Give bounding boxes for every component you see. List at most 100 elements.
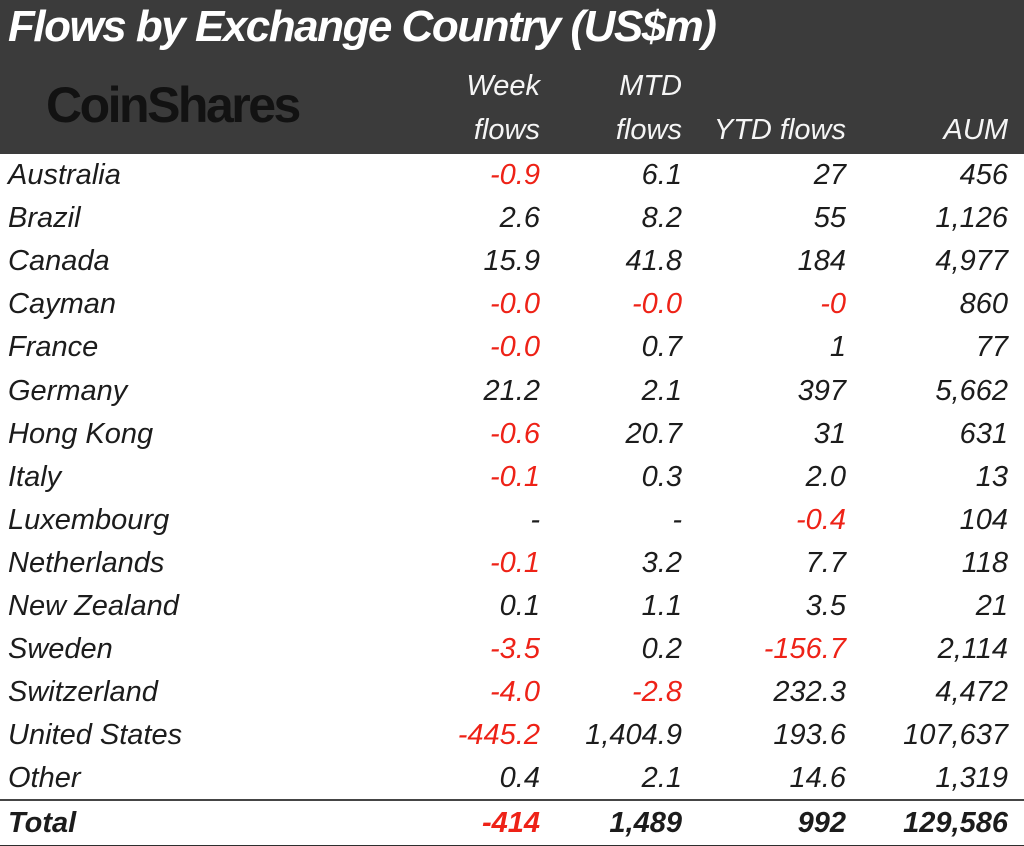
table-body: Australia -0.9 6.1 27 456 Brazil 2.6 8.2 55 1,126… xyxy=(0,154,1024,846)
value-cell: 15.9 xyxy=(483,245,540,278)
value-cell: 397 xyxy=(797,374,846,407)
column-header-aum: AUM xyxy=(943,113,1008,146)
value-cell: 77 xyxy=(975,331,1008,364)
value-cell: 129,586 xyxy=(846,799,1024,846)
value-cell: 0.1 xyxy=(499,589,540,622)
value-cell: 1.1 xyxy=(641,589,682,622)
country-cell: Canada xyxy=(8,245,110,278)
value-cell: -0.0 xyxy=(490,331,540,364)
value-cell: 4,472 xyxy=(935,676,1008,709)
table-row: Switzerland -4.0 -2.8 232.3 4,472 xyxy=(0,671,1024,714)
value-cell: 2.0 xyxy=(805,460,846,493)
page-title: Flows by Exchange Country (US$m) xyxy=(8,2,717,51)
table-row: United States -445.2 1,404.9 193.6 107,637 xyxy=(0,714,1024,757)
value-cell: -0.0 xyxy=(490,288,540,321)
table-row: Netherlands -0.1 3.2 7.7 118 xyxy=(0,542,1024,585)
value-cell: -0.6 xyxy=(490,417,540,450)
value-cell: 118 xyxy=(961,546,1008,579)
value-cell: 2,114 xyxy=(937,633,1008,666)
value-cell: 2.1 xyxy=(641,761,682,794)
value-cell: 0.7 xyxy=(641,331,682,364)
value-cell: 0.3 xyxy=(641,460,682,493)
table-row: Cayman -0.0 -0.0 -0 860 xyxy=(0,283,1024,326)
value-cell: -0.9 xyxy=(490,159,540,192)
value-cell: 0.2 xyxy=(641,633,682,666)
country-cell: Other xyxy=(8,761,81,794)
value-cell: - xyxy=(672,503,682,536)
table-row: Australia -0.9 6.1 27 456 xyxy=(0,154,1024,197)
column-header-week: Week flows xyxy=(466,69,540,146)
table-row: Luxembourg - - -0.4 104 xyxy=(0,499,1024,542)
table-row: Hong Kong -0.6 20.7 31 631 xyxy=(0,413,1024,456)
country-cell: Netherlands xyxy=(8,546,165,579)
value-cell: 7.7 xyxy=(805,546,846,579)
column-header-row: Week flows MTD flows YTD flows AUM xyxy=(0,64,1024,152)
country-cell: France xyxy=(8,331,99,364)
value-cell: 1,126 xyxy=(935,202,1008,235)
value-cell: 5,662 xyxy=(935,374,1008,407)
value-cell: 13 xyxy=(975,460,1008,493)
value-cell: 2.1 xyxy=(641,374,682,407)
table-row: France -0.0 0.7 1 77 xyxy=(0,326,1024,369)
value-cell: 456 xyxy=(959,159,1008,192)
value-cell: -0 xyxy=(820,288,846,321)
value-cell: 3.5 xyxy=(805,589,846,622)
table-row: Brazil 2.6 8.2 55 1,126 xyxy=(0,197,1024,240)
value-cell: 27 xyxy=(813,159,846,192)
value-cell: 631 xyxy=(959,417,1008,450)
value-cell: 193.6 xyxy=(773,719,846,752)
value-cell: 104 xyxy=(959,503,1008,536)
table-row: Canada 15.9 41.8 184 4,977 xyxy=(0,240,1024,283)
value-cell: 4,977 xyxy=(935,245,1008,278)
value-cell: -0.1 xyxy=(490,546,540,579)
country-cell: Germany xyxy=(8,374,128,407)
value-cell: 20.7 xyxy=(625,417,682,450)
column-header-mtd: MTD flows xyxy=(615,69,682,146)
country-cell: Switzerland xyxy=(8,676,158,709)
country-cell: Sweden xyxy=(8,633,113,666)
value-cell: 1,404.9 xyxy=(585,719,682,752)
value-cell: 107,637 xyxy=(903,719,1008,752)
country-cell: Cayman xyxy=(8,288,116,321)
value-cell: 1,489 xyxy=(540,799,682,846)
country-cell: New Zealand xyxy=(8,589,179,622)
value-cell: 14.6 xyxy=(789,761,846,794)
total-row: Total -414 1,489 992 129,586 xyxy=(0,799,1024,846)
value-cell: 6.1 xyxy=(641,159,682,192)
value-cell: -0.1 xyxy=(490,460,540,493)
country-cell: Hong Kong xyxy=(8,417,154,450)
value-cell: 1,319 xyxy=(935,761,1008,794)
table-row: Other 0.4 2.1 14.6 1,319 xyxy=(0,757,1024,800)
value-cell: -445.2 xyxy=(457,719,540,752)
table-row: Italy -0.1 0.3 2.0 13 xyxy=(0,456,1024,499)
value-cell: 184 xyxy=(797,245,846,278)
coinshares-logo: CoinShares xyxy=(46,77,301,133)
value-cell: 0.4 xyxy=(499,761,540,794)
value-cell: 21 xyxy=(975,589,1008,622)
value-cell: 2.6 xyxy=(499,202,540,235)
value-cell: -3.5 xyxy=(490,633,540,666)
value-cell: 860 xyxy=(959,288,1008,321)
value-cell: -0.4 xyxy=(796,503,846,536)
value-cell: -2.8 xyxy=(632,676,682,709)
value-cell: -4.0 xyxy=(490,676,540,709)
value-cell: 232.3 xyxy=(773,676,846,709)
country-cell: Luxembourg xyxy=(8,503,170,536)
value-cell: 31 xyxy=(813,417,846,450)
total-label: Total xyxy=(0,799,398,846)
value-cell: - xyxy=(530,503,540,536)
value-cell: 1 xyxy=(829,331,846,364)
value-cell: 8.2 xyxy=(641,202,682,235)
value-cell: 992 xyxy=(682,799,846,846)
value-cell: 3.2 xyxy=(641,546,682,579)
flows-table: Australia -0.9 6.1 27 456 Brazil 2.6 8.2 55 1,126… xyxy=(0,154,1024,846)
value-cell: -414 xyxy=(398,799,540,846)
table-row: Sweden -3.5 0.2 -156.7 2,114 xyxy=(0,628,1024,671)
country-cell: Italy xyxy=(8,460,62,493)
value-cell: -156.7 xyxy=(763,633,846,666)
country-cell: Australia xyxy=(8,159,121,192)
table-row: Germany 21.2 2.1 397 5,662 xyxy=(0,369,1024,412)
value-cell: -0.0 xyxy=(632,288,682,321)
value-cell: 41.8 xyxy=(625,245,682,278)
